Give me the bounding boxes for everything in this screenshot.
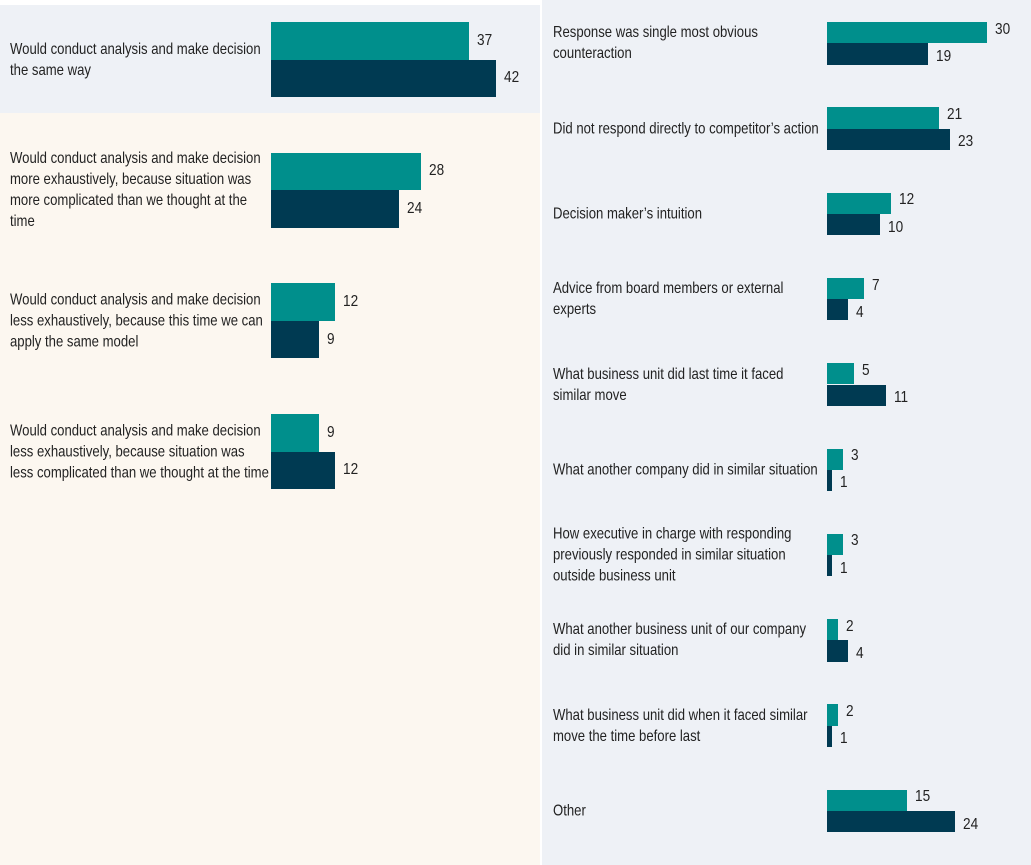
category-label: Did not respond directly to competitor’s…	[553, 120, 819, 138]
category-label: Response was single most obvious counter…	[553, 24, 758, 63]
value-label: 12	[343, 461, 359, 479]
bar	[271, 414, 320, 452]
bar	[827, 363, 854, 385]
bar	[271, 451, 336, 490]
bar	[827, 533, 843, 556]
left-panel	[0, 5, 540, 865]
category-label: What business unit did last time it face…	[553, 365, 784, 404]
category-label: Other	[553, 802, 586, 820]
value-label: 12	[343, 293, 359, 311]
bar	[827, 128, 950, 150]
bar	[827, 725, 833, 747]
bar	[271, 59, 496, 97]
bar	[271, 22, 469, 60]
category-label: Would conduct analysis and make decision…	[10, 291, 263, 351]
value-label: 23	[957, 133, 973, 151]
bar	[827, 277, 865, 300]
bar	[827, 43, 929, 65]
bar	[827, 469, 833, 492]
bar	[827, 22, 987, 44]
bar	[827, 107, 939, 129]
category-label: Decision maker’s intuition	[553, 205, 703, 223]
value-label: 2	[845, 703, 854, 721]
category-label: Advice from board members or external ex…	[553, 280, 784, 319]
value-label: 4	[856, 303, 864, 321]
bar	[827, 555, 833, 577]
value-label: 1	[840, 730, 848, 748]
bar	[827, 192, 891, 214]
value-label: 19	[936, 47, 952, 65]
category-label: What another company did in similar situ…	[553, 461, 818, 479]
bar	[827, 448, 843, 470]
value-label: 24	[407, 199, 423, 217]
category-label: What business unit did when it faced sim…	[553, 706, 808, 745]
category-label: What another business unit of our compan…	[553, 621, 807, 660]
category-label: How executive in charge with responding …	[553, 525, 792, 585]
value-label: 12	[898, 191, 915, 209]
value-label: 2	[845, 617, 854, 635]
value-label: 42	[503, 69, 519, 87]
value-label: 28	[428, 162, 444, 180]
bar	[827, 640, 849, 662]
value-label: 4	[856, 645, 864, 663]
bar	[271, 152, 421, 191]
bar	[827, 299, 849, 321]
value-label: 15	[914, 788, 931, 806]
bar	[827, 704, 838, 726]
category-label: Would conduct analysis and make decision…	[10, 40, 261, 79]
value-label: 10	[888, 218, 904, 236]
value-label: 1	[840, 474, 848, 492]
value-label: 24	[962, 815, 979, 833]
value-label: 9	[327, 423, 335, 441]
bar	[827, 384, 886, 406]
bar	[271, 283, 336, 321]
bar	[827, 811, 955, 833]
value-label: 3	[850, 447, 859, 465]
value-label: 9	[327, 330, 335, 348]
value-label: 21	[946, 105, 963, 123]
value-label: 37	[476, 31, 493, 49]
bar	[827, 619, 838, 641]
bar	[827, 213, 881, 236]
value-label: 30	[994, 20, 1011, 38]
category-label: Would conduct analysis and make decision…	[10, 422, 269, 482]
value-label: 7	[872, 276, 880, 294]
category-label: Would conduct analysis and make decision…	[10, 150, 261, 231]
value-label: 5	[861, 361, 870, 379]
bar	[827, 789, 907, 811]
value-label: 1	[840, 559, 848, 577]
bar	[271, 190, 400, 228]
value-label: 11	[893, 389, 908, 407]
bar	[271, 320, 320, 359]
value-label: 3	[850, 532, 859, 550]
